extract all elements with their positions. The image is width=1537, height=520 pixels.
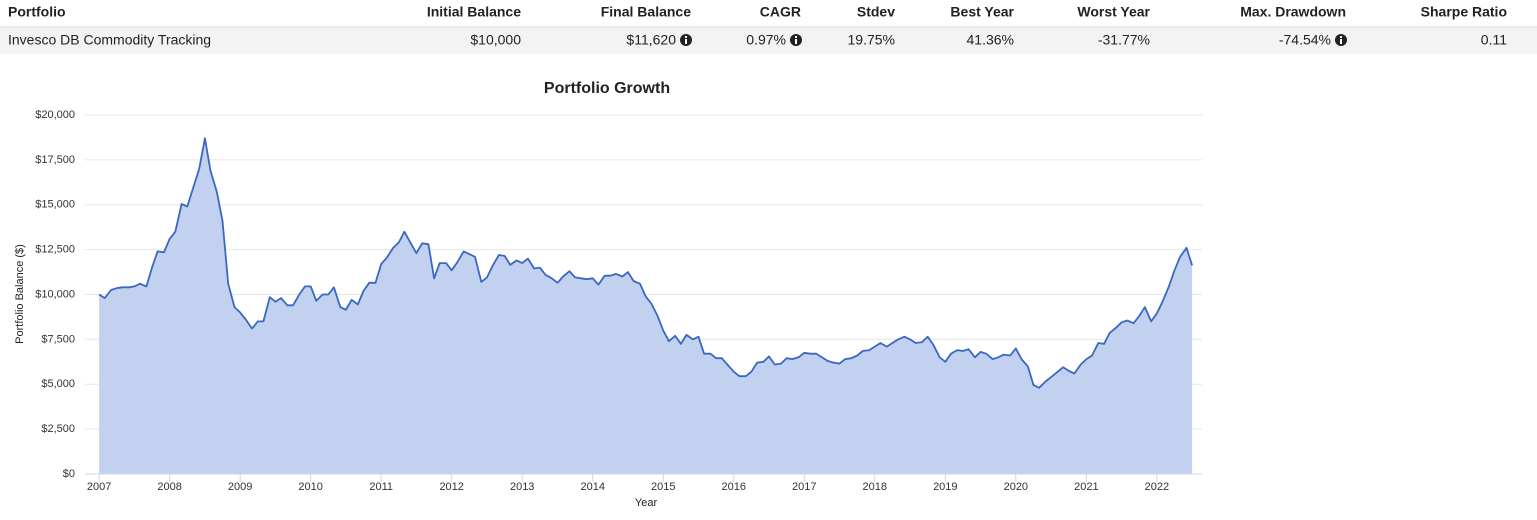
table-cell: 41.36% <box>967 32 1014 48</box>
table-cell: 0.97% <box>746 32 786 48</box>
column-header: Final Balance <box>601 4 691 20</box>
area-fill <box>99 138 1193 475</box>
y-tick-label: $5,000 <box>41 378 75 390</box>
y-tick-label: $15,000 <box>35 199 75 211</box>
x-tick-label: 2016 <box>722 481 746 493</box>
y-tick-label: $2,500 <box>41 423 75 435</box>
x-tick-label: 2008 <box>157 481 181 493</box>
table-cell: $10,000 <box>470 32 521 48</box>
area-line <box>98 137 1193 389</box>
y-tick-label: $12,500 <box>35 244 75 256</box>
x-tick-label: 2009 <box>228 481 252 493</box>
x-tick-label: 2013 <box>510 481 534 493</box>
column-header: Portfolio <box>8 4 66 20</box>
table-cell: $11,620 <box>626 32 676 48</box>
column-header: Worst Year <box>1077 4 1150 20</box>
column-header: CAGR <box>760 4 801 20</box>
table-cell: 0.11 <box>1481 32 1507 48</box>
column-header: Best Year <box>950 4 1014 20</box>
x-tick-label: 2015 <box>651 481 675 493</box>
table-row-bg <box>0 27 1537 54</box>
column-header: Initial Balance <box>427 4 521 20</box>
table-cell: 19.75% <box>848 32 895 48</box>
info-icon-glyph <box>1340 39 1342 44</box>
info-icon-glyph <box>685 36 687 38</box>
info-icon-glyph <box>1340 36 1342 38</box>
x-tick-label: 2011 <box>369 481 393 493</box>
info-icon-glyph <box>685 39 687 44</box>
x-axis-title: Year <box>635 497 658 509</box>
x-tick-label: 2012 <box>439 481 463 493</box>
x-tick-label: 2007 <box>87 481 111 493</box>
y-tick-label: $10,000 <box>35 288 75 300</box>
column-header: Stdev <box>857 4 895 20</box>
column-header: Sharpe Ratio <box>1421 4 1507 20</box>
info-icon-glyph <box>795 39 797 44</box>
y-axis-title: Portfolio Balance ($) <box>14 244 26 344</box>
x-tick-label: 2018 <box>863 481 887 493</box>
column-header: Max. Drawdown <box>1240 4 1346 20</box>
x-tick-label: 2022 <box>1145 481 1169 493</box>
x-tick-label: 2017 <box>792 481 816 493</box>
x-tick-label: 2010 <box>298 481 322 493</box>
x-tick-label: 2021 <box>1074 481 1098 493</box>
y-tick-label: $17,500 <box>35 154 75 166</box>
info-icon-glyph <box>795 36 797 38</box>
table-cell: -74.54% <box>1279 32 1331 48</box>
x-tick-label: 2014 <box>580 481 604 493</box>
chart-title: Portfolio Growth <box>544 80 670 97</box>
y-tick-label: $0 <box>63 468 75 480</box>
y-tick-label: $20,000 <box>35 109 75 121</box>
x-tick-label: 2020 <box>1004 481 1028 493</box>
table-cell: Invesco DB Commodity Tracking <box>8 32 211 48</box>
x-tick-label: 2019 <box>933 481 957 493</box>
y-tick-label: $7,500 <box>41 333 75 345</box>
table-cell: -31.77% <box>1098 32 1150 48</box>
